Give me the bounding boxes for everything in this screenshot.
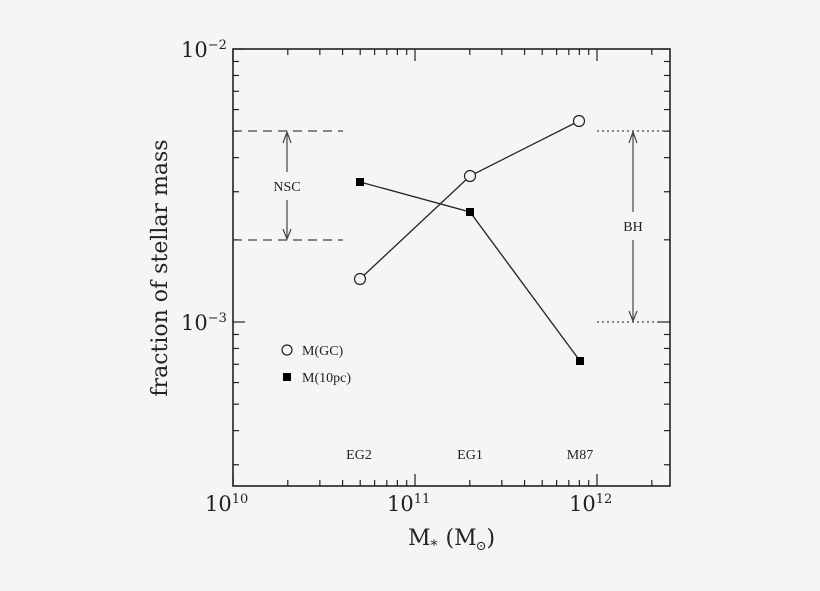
plot-frame bbox=[232, 48, 671, 487]
svg-text:1010: 1010 bbox=[205, 492, 248, 516]
svg-text:EG2: EG2 bbox=[346, 448, 372, 463]
nsc-annotation bbox=[233, 130, 343, 241]
10pc-point-eg2 bbox=[356, 178, 364, 186]
axis-ticks bbox=[232, 48, 670, 486]
series-m-gc bbox=[353, 114, 586, 286]
legend-circle-icon bbox=[281, 344, 293, 356]
svg-text:EG1: EG1 bbox=[457, 448, 483, 463]
svg-text:M(10pc): M(10pc) bbox=[302, 371, 351, 386]
svg-text:M(GC): M(GC) bbox=[302, 344, 344, 359]
10pc-point-m87 bbox=[576, 357, 584, 365]
svg-text:1012: 1012 bbox=[569, 492, 612, 516]
series-m-10pc bbox=[356, 178, 584, 365]
bh-annotation bbox=[597, 130, 670, 323]
nsc-label: NSC bbox=[273, 180, 300, 195]
legend-square-icon bbox=[283, 373, 291, 381]
svg-text:10−3: 10−3 bbox=[181, 311, 227, 335]
svg-text:10−2: 10−2 bbox=[181, 38, 227, 62]
10pc-point-eg1 bbox=[466, 208, 474, 216]
svg-text:1011: 1011 bbox=[387, 492, 430, 516]
gc-point-eg2 bbox=[353, 272, 367, 286]
x-axis-label: M* (M⊙) bbox=[408, 526, 495, 554]
bh-label: BH bbox=[623, 220, 642, 235]
galaxy-labels: EG2 EG1 M87 bbox=[346, 448, 593, 463]
x-tick-labels: 1010 1011 1012 bbox=[205, 492, 612, 516]
y-axis-label: fraction of stellar mass bbox=[148, 139, 173, 396]
legend: M(GC) M(10pc) bbox=[281, 344, 351, 386]
gc-point-m87 bbox=[572, 114, 586, 128]
svg-text:M87: M87 bbox=[567, 448, 593, 463]
gc-point-eg1 bbox=[463, 169, 477, 183]
y-tick-labels: 10−3 10−2 bbox=[181, 38, 227, 335]
